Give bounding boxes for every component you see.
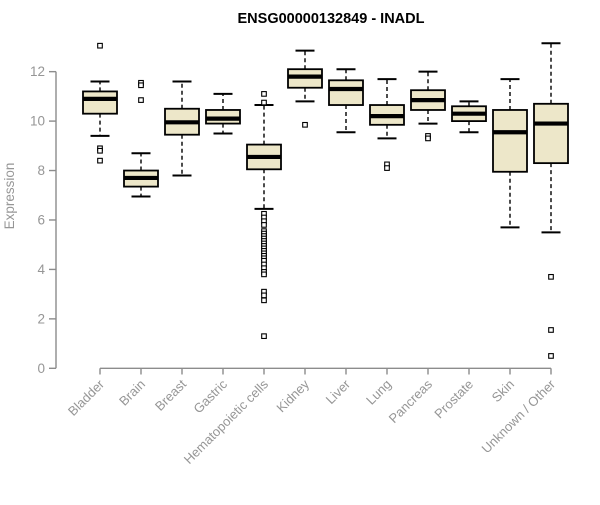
x-label-skin: Skin — [489, 377, 517, 405]
iqr-box — [533, 102, 569, 165]
boxplot-bladder — [82, 42, 118, 164]
y-tick-label-6: 6 — [37, 212, 45, 227]
y-tick-label-8: 8 — [37, 163, 45, 178]
outlier-point — [548, 327, 554, 333]
boxplot-brain — [123, 79, 159, 198]
x-label-brain: Brain — [116, 377, 148, 409]
outlier-point — [261, 292, 267, 299]
x-label-lung: Lung — [363, 377, 394, 408]
x-label-gastric: Gastric — [190, 376, 230, 416]
outlier-point — [302, 121, 308, 128]
chart-title: ENSG00000132849 - INADL — [238, 11, 425, 27]
y-axis: 0 2 4 6 8 10 12 — [30, 64, 57, 376]
x-label-unknown-other: Unknown / Other — [479, 376, 559, 456]
boxplot-lung — [369, 78, 405, 171]
y-tick-label-4: 4 — [37, 262, 45, 277]
boxplot-pancreas — [410, 70, 446, 142]
y-tick-label-2: 2 — [37, 311, 45, 326]
outlier-point — [384, 165, 390, 171]
outlier-point — [261, 271, 267, 278]
outlier-point — [97, 157, 103, 164]
outlier-point — [261, 222, 267, 228]
boxplot-series — [82, 42, 569, 359]
x-label-prostate: Prostate — [431, 377, 476, 422]
outlier-point — [261, 99, 267, 106]
y-tick-label-0: 0 — [37, 361, 45, 376]
y-axis-title: Expression — [2, 163, 17, 230]
outlier-point — [138, 97, 144, 103]
boxplot-kidney — [287, 49, 323, 128]
outlier-point — [138, 82, 144, 89]
x-label-kidney: Kidney — [273, 376, 312, 415]
x-label-liver: Liver — [323, 376, 354, 407]
boxplot-prostate — [451, 100, 487, 134]
iqr-box — [492, 109, 528, 173]
outlier-point — [548, 353, 554, 359]
boxplot-skin — [492, 78, 528, 229]
y-tick-label-10: 10 — [30, 114, 45, 129]
outlier-point — [425, 135, 431, 142]
iqr-box — [328, 79, 364, 106]
iqr-box — [82, 90, 118, 115]
x-label-breast: Breast — [152, 376, 189, 413]
outlier-point — [261, 333, 267, 340]
outlier-point — [548, 273, 554, 280]
x-label-bladder: Bladder — [65, 376, 108, 419]
outlier-point — [261, 91, 267, 97]
outlier-point — [97, 147, 103, 154]
boxplot-unknown-other — [533, 42, 569, 359]
boxplot-liver — [328, 68, 364, 134]
boxplot-gastric — [205, 92, 241, 135]
boxplot-hematopoietic-cells — [246, 91, 282, 340]
outlier-point — [261, 297, 267, 304]
boxplot-breast — [164, 80, 200, 177]
y-tick-label-12: 12 — [30, 64, 45, 79]
x-label-pancreas: Pancreas — [386, 376, 436, 426]
outlier-point — [97, 42, 103, 49]
